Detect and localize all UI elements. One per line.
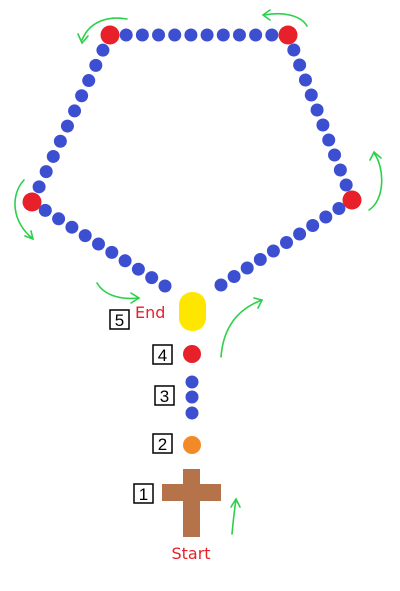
small-bead bbox=[266, 244, 280, 258]
small-bead bbox=[304, 88, 318, 102]
large-bead bbox=[100, 25, 120, 45]
small-bead bbox=[38, 203, 52, 217]
step-box-3: 3 bbox=[154, 385, 175, 406]
small-bead bbox=[105, 245, 119, 259]
small-bead bbox=[185, 375, 199, 389]
start-label: Start bbox=[171, 544, 210, 563]
small-bead bbox=[293, 227, 307, 241]
small-bead bbox=[339, 178, 353, 192]
step-number-4: 4 bbox=[158, 346, 167, 365]
small-bead bbox=[185, 406, 199, 420]
direction-arrows bbox=[14, 9, 383, 535]
step-number-5: 5 bbox=[115, 311, 124, 330]
cross-icon bbox=[162, 469, 221, 537]
small-bead bbox=[158, 279, 172, 293]
direction-arrow-icon bbox=[96, 282, 141, 304]
end-label: End bbox=[135, 303, 165, 322]
small-bead bbox=[118, 254, 132, 268]
small-bead bbox=[298, 73, 312, 87]
small-bead bbox=[280, 236, 293, 249]
small-bead bbox=[240, 261, 254, 275]
small-bead bbox=[216, 28, 230, 42]
small-bead bbox=[46, 149, 60, 163]
step-number-3: 3 bbox=[160, 387, 169, 406]
small-bead bbox=[185, 390, 199, 404]
large-bead bbox=[183, 345, 201, 363]
small-bead bbox=[135, 28, 149, 42]
small-bead bbox=[265, 28, 279, 42]
small-bead bbox=[310, 103, 324, 117]
step-box-1: 1 bbox=[133, 483, 154, 504]
small-bead bbox=[53, 134, 67, 148]
small-bead bbox=[287, 43, 301, 57]
small-bead bbox=[214, 278, 228, 292]
stem-beads bbox=[183, 345, 201, 454]
small-bead bbox=[96, 43, 110, 57]
direction-arrow-icon bbox=[220, 297, 264, 358]
small-bead bbox=[319, 210, 333, 224]
small-bead bbox=[131, 262, 145, 276]
direction-arrow-icon bbox=[368, 150, 383, 211]
small-bead bbox=[78, 229, 92, 243]
small-bead bbox=[306, 219, 320, 232]
small-bead bbox=[68, 104, 82, 118]
small-bead bbox=[152, 28, 166, 42]
direction-arrow-icon bbox=[77, 17, 128, 45]
small-bead bbox=[75, 89, 89, 103]
direction-arrow-icon bbox=[261, 9, 308, 27]
small-bead bbox=[200, 28, 214, 42]
small-bead bbox=[60, 119, 74, 133]
small-bead bbox=[332, 202, 346, 215]
centerpiece bbox=[179, 292, 206, 331]
small-bead bbox=[328, 148, 342, 162]
direction-arrow-icon bbox=[14, 179, 35, 241]
small-bead bbox=[333, 163, 347, 177]
step-number-1: 1 bbox=[139, 485, 148, 504]
small-bead bbox=[119, 28, 133, 42]
orange-bead bbox=[183, 436, 201, 454]
small-bead bbox=[65, 220, 79, 234]
small-bead bbox=[82, 74, 96, 88]
small-bead bbox=[293, 58, 307, 72]
small-bead bbox=[39, 165, 53, 179]
loop-beads bbox=[22, 25, 362, 293]
small-bead bbox=[249, 28, 263, 42]
step-box-4: 4 bbox=[152, 344, 173, 365]
small-bead bbox=[52, 212, 66, 226]
small-bead bbox=[168, 28, 182, 42]
small-bead bbox=[322, 133, 336, 147]
step-number-2: 2 bbox=[158, 435, 167, 454]
large-bead bbox=[278, 25, 298, 45]
small-bead bbox=[253, 253, 267, 266]
small-bead bbox=[232, 28, 246, 42]
small-bead bbox=[92, 237, 105, 251]
step-box-2: 2 bbox=[152, 433, 173, 454]
small-bead bbox=[316, 118, 330, 132]
large-bead bbox=[22, 192, 42, 212]
small-bead bbox=[145, 271, 159, 285]
small-bead bbox=[227, 270, 241, 283]
direction-arrow-icon bbox=[230, 497, 241, 535]
small-bead bbox=[32, 180, 46, 194]
small-bead bbox=[184, 28, 198, 42]
step-box-5: 5 bbox=[109, 309, 130, 330]
large-bead bbox=[342, 190, 362, 210]
small-bead bbox=[89, 58, 103, 72]
